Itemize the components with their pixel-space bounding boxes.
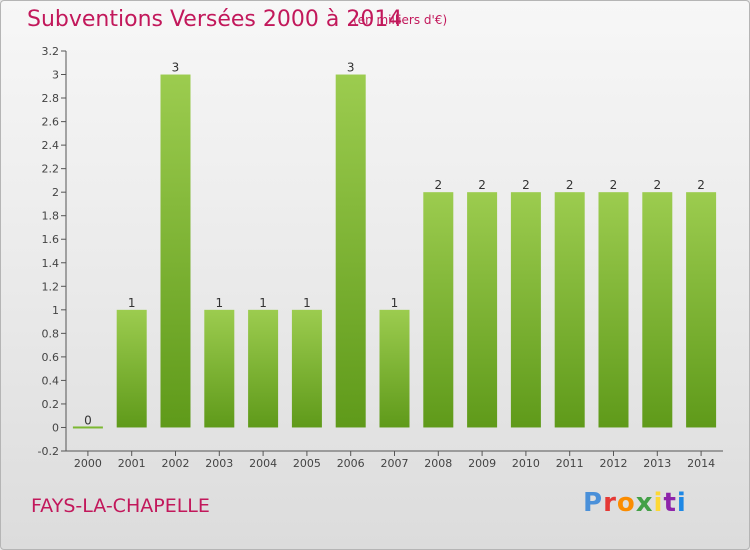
x-tick-label: 2001 bbox=[118, 457, 146, 470]
bar-2010 bbox=[510, 192, 541, 428]
axes: -0.2 0 0.2 0.4 0.6 0.8 1 1.2 1.4 1.6 1.8 2 2.2 2.4 2.6… bbox=[38, 45, 723, 458]
y-tick-label: -0.2 bbox=[38, 445, 59, 458]
bar-2006 bbox=[335, 74, 366, 428]
data-label-2008: 2 bbox=[434, 178, 442, 192]
data-label-2012: 2 bbox=[610, 178, 618, 192]
commune-name: FAYS-LA-CHAPELLE bbox=[31, 495, 210, 517]
x-tick-label: 2006 bbox=[337, 457, 365, 470]
y-tick-label: 2.2 bbox=[42, 163, 60, 176]
x-tick-label: 2009 bbox=[468, 457, 496, 470]
y-tick-label: 2.8 bbox=[42, 92, 60, 105]
bar-2001 bbox=[116, 309, 147, 428]
chart-title: Subventions Versées 2000 à 2014 bbox=[27, 7, 403, 32]
data-label-2009: 2 bbox=[478, 178, 486, 192]
bars bbox=[72, 74, 717, 456]
bar-2008 bbox=[423, 192, 454, 428]
logo-letter: i bbox=[676, 488, 687, 518]
x-tick-label: 2010 bbox=[512, 457, 540, 470]
y-tick-label: 1.8 bbox=[42, 210, 60, 223]
logo-letter: P bbox=[583, 488, 604, 518]
bar-2007 bbox=[379, 309, 410, 428]
data-label-2001: 1 bbox=[128, 296, 136, 310]
bar-2013 bbox=[642, 192, 673, 428]
data-label-2003: 1 bbox=[215, 296, 223, 310]
logo-letter: i bbox=[653, 488, 664, 518]
y-tick-label: 1.4 bbox=[42, 257, 60, 270]
x-tick-label: 2008 bbox=[424, 457, 452, 470]
y-tick-label: 0 bbox=[52, 421, 59, 434]
x-tick-label: 2014 bbox=[687, 457, 715, 470]
unit-label: (en milliers d'€) bbox=[353, 13, 448, 27]
bar-2005 bbox=[291, 309, 322, 428]
x-tick-label: 2002 bbox=[162, 457, 190, 470]
x-tick-label: 2011 bbox=[556, 457, 584, 470]
x-tick-label: 2013 bbox=[643, 457, 671, 470]
y-tick-label: 1.6 bbox=[42, 233, 60, 246]
bar-2014 bbox=[686, 192, 717, 428]
bar-2004 bbox=[248, 309, 279, 428]
logo-letter: r bbox=[603, 488, 617, 518]
bar-2012 bbox=[598, 192, 629, 428]
bar-2003 bbox=[204, 309, 235, 428]
logo-letter: x bbox=[635, 488, 654, 518]
x-tick-label: 2005 bbox=[293, 457, 321, 470]
data-label-2006: 3 bbox=[347, 61, 355, 75]
data-label-2010: 2 bbox=[522, 178, 530, 192]
bar-2002 bbox=[160, 74, 191, 428]
x-tick-label: 2012 bbox=[600, 457, 628, 470]
x-tick-label: 2004 bbox=[249, 457, 277, 470]
y-tick-label: 0.6 bbox=[42, 351, 60, 364]
data-label-2007: 1 bbox=[391, 296, 399, 310]
y-tick-label: 1.2 bbox=[42, 280, 60, 293]
proxiti-logo[interactable]: Proxiti bbox=[583, 488, 687, 518]
y-tick-label: 2 bbox=[52, 186, 59, 199]
data-label-2014: 2 bbox=[697, 178, 705, 192]
y-tick-label: 3.2 bbox=[42, 45, 60, 58]
data-label-2013: 2 bbox=[653, 178, 661, 192]
data-labels: 2000 0 2001 1 2002 3 2003 1 2004 1 2005 1 2006 3 2007 1… bbox=[74, 61, 715, 470]
data-label-2002: 3 bbox=[172, 61, 180, 75]
data-label-2005: 1 bbox=[303, 296, 311, 310]
data-label-2004: 1 bbox=[259, 296, 267, 310]
x-tick-label: 2003 bbox=[205, 457, 233, 470]
x-tick-label: 2000 bbox=[74, 457, 102, 470]
x-tick-label: 2007 bbox=[381, 457, 409, 470]
y-tick-label: 3 bbox=[52, 69, 59, 82]
bar-2011 bbox=[554, 192, 585, 428]
bar-2009 bbox=[467, 192, 498, 428]
y-tick-label: 0.4 bbox=[42, 374, 60, 387]
y-tick-label: 2.4 bbox=[42, 139, 60, 152]
y-tick-label: 2.6 bbox=[42, 116, 60, 129]
y-tick-label: 0.2 bbox=[42, 398, 60, 411]
data-label-2011: 2 bbox=[566, 178, 574, 192]
logo-letter: o bbox=[616, 488, 636, 518]
logo-letter: t bbox=[663, 488, 677, 518]
y-tick-label: 0.8 bbox=[42, 327, 60, 340]
y-tick-label: 1 bbox=[52, 304, 59, 317]
bar-2000 bbox=[72, 426, 103, 429]
data-label-2000: 0 bbox=[84, 413, 92, 427]
